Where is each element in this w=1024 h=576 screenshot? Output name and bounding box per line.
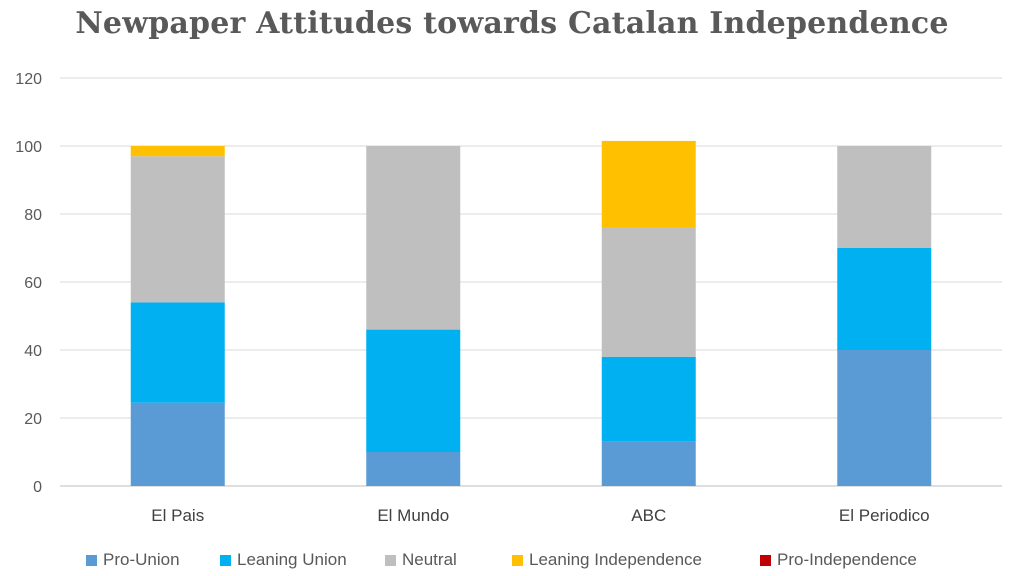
bar-segment-2-3 (601, 140, 696, 228)
legend-label: Pro-Independence (777, 550, 917, 569)
bar-segment-0-2 (130, 156, 225, 303)
y-tick-label: 120 (15, 71, 42, 88)
x-tick-label: ABC (631, 506, 666, 525)
bar-segment-1-2 (366, 146, 461, 330)
x-tick-label: El Pais (151, 506, 204, 525)
legend-label: Neutral (402, 550, 457, 569)
bar-segment-2-2 (601, 227, 696, 357)
legend-label: Pro-Union (103, 550, 180, 569)
legend: Pro-Union Leaning Union Neutral Leaning Ind… (86, 550, 917, 569)
legend-swatch (385, 555, 396, 566)
x-axis-ticks: El Pais El Mundo ABC El Periodico (151, 506, 929, 525)
y-tick-label: 20 (24, 411, 42, 428)
bar-segment-0-0 (130, 402, 225, 486)
legend-swatch (86, 555, 97, 566)
bar-segment-3-2 (837, 146, 932, 248)
bar-segment-2-1 (601, 356, 696, 442)
bar-segment-3-1 (837, 248, 932, 350)
y-tick-label: 0 (33, 479, 42, 496)
y-axis-ticks: 0 20 40 60 80 100 120 (15, 71, 42, 496)
y-tick-label: 40 (24, 343, 42, 360)
y-tick-label: 100 (15, 139, 42, 156)
bar-segment-0-3 (130, 146, 225, 157)
bar-segment-1-1 (366, 329, 461, 452)
y-tick-label: 80 (24, 207, 42, 224)
legend-swatch (512, 555, 523, 566)
bar-segment-2-0 (601, 441, 696, 486)
chart-title: Newpaper Attitudes towards Catalan Indep… (75, 6, 949, 41)
x-tick-label: El Periodico (839, 506, 930, 525)
legend-label: Leaning Independence (529, 550, 702, 569)
legend-swatch (760, 555, 771, 566)
bars (130, 140, 932, 486)
legend-swatch (220, 555, 231, 566)
bar-segment-3-0 (837, 350, 932, 486)
legend-label: Leaning Union (237, 550, 347, 569)
bar-segment-0-1 (130, 302, 225, 403)
x-tick-label: El Mundo (377, 506, 449, 525)
y-tick-label: 60 (24, 275, 42, 292)
bar-segment-1-0 (366, 452, 461, 486)
